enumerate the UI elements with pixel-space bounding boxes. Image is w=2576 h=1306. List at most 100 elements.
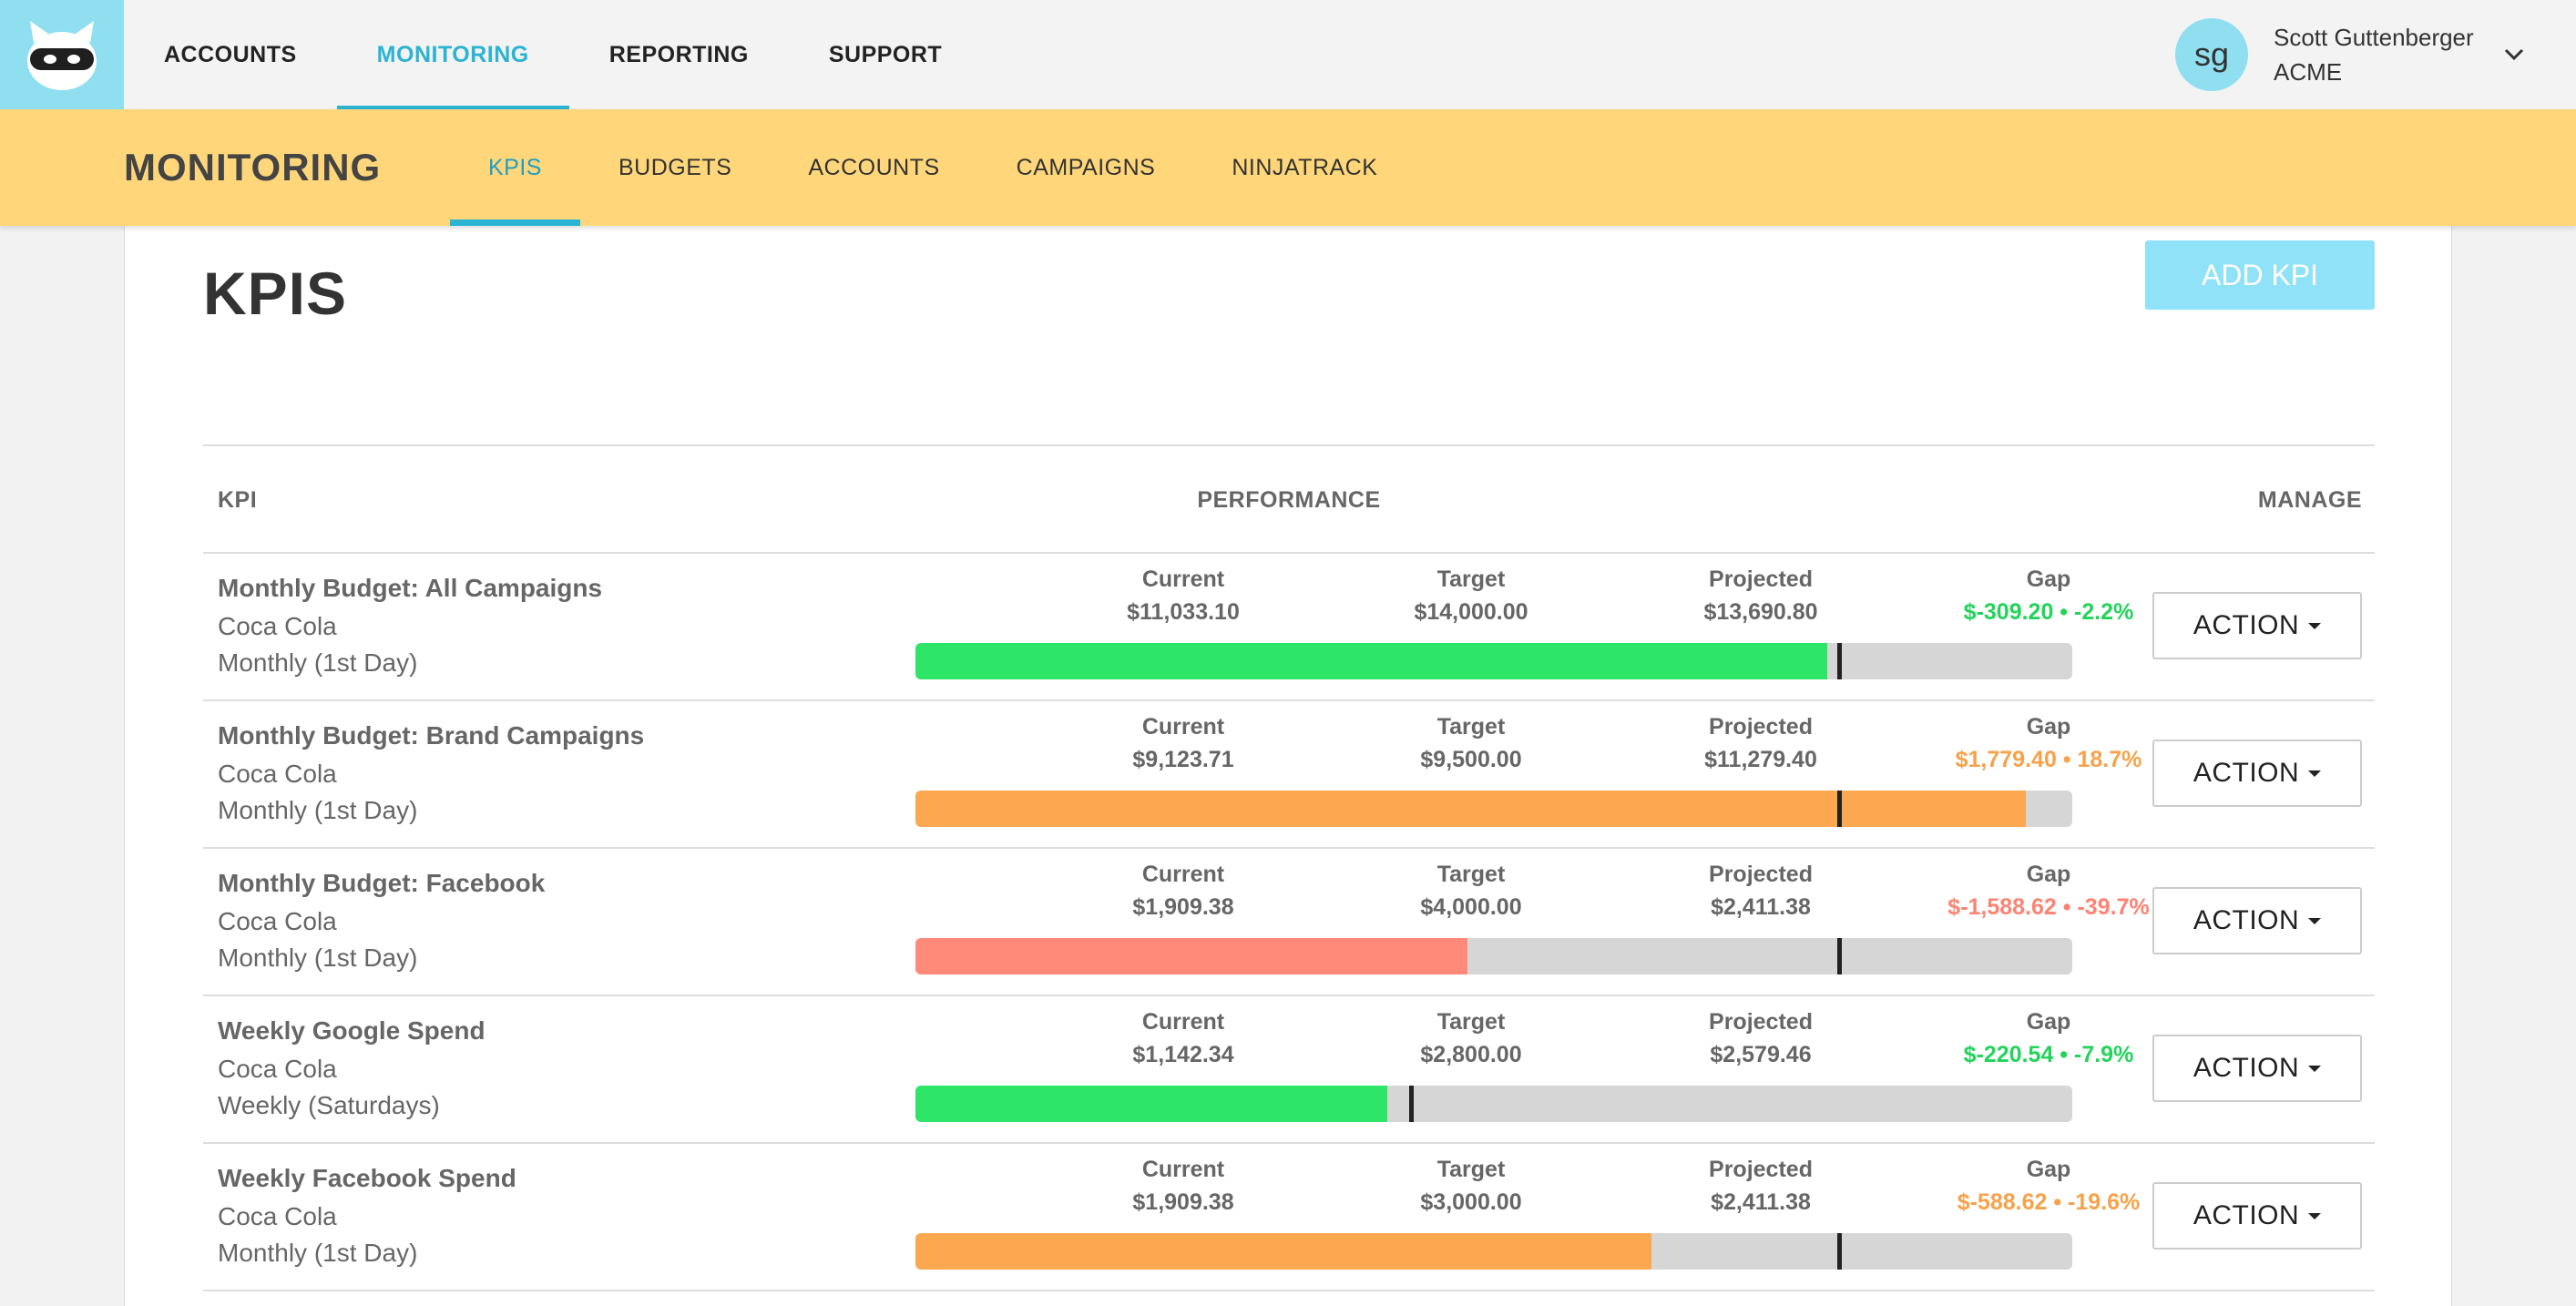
metric-current-label: Current [1141,566,1225,592]
tab-accounts[interactable]: ACCOUNTS [808,154,940,180]
action-dropdown-button[interactable]: ACTION [2152,1035,2362,1102]
caret-down-icon [2308,1065,2322,1072]
metric-current: Current $1,909.38 [1065,858,1302,923]
nav-reporting[interactable]: REPORTING [608,41,749,67]
header-manage: MANAGE [2257,486,2362,513]
progress-bar [915,1086,2072,1122]
action-label: ACTION [2193,1053,2300,1083]
metric-target-label: Target [1436,1157,1506,1182]
tab-budgets[interactable]: BUDGETS [618,154,732,180]
metric-current-label: Current [1141,714,1225,740]
action-dropdown-button[interactable]: ACTION [2152,887,2362,954]
metric-target: Target $3,000.00 [1353,1153,1590,1219]
target-marker [1837,643,1843,679]
metric-current: Current $1,142.34 [1065,1005,1302,1071]
caret-down-icon [2308,917,2322,924]
header-kpi: KPI [218,486,258,513]
action-dropdown-button[interactable]: ACTION [2152,1182,2362,1250]
metric-projected: Projected $13,690.80 [1642,563,1879,628]
metric-gap: Gap $1,779.40 • 18.7% [1930,710,2167,776]
kpi-name[interactable]: Monthly Budget: All Campaigns [218,574,603,602]
metric-target-value: $3,000.00 [1420,1189,1522,1215]
metric-projected-label: Projected [1709,862,1813,887]
tab-campaigns[interactable]: CAMPAIGNS [1016,154,1156,180]
header-performance: PERFORMANCE [1197,486,1381,513]
metric-projected: Projected $2,411.38 [1642,858,1879,923]
metric-target-label: Target [1436,714,1506,740]
top-navbar: ACCOUNTS MONITORING REPORTING SUPPORT sg… [0,0,2576,109]
kpi-name[interactable]: Weekly Google Spend [218,1016,486,1045]
table-row: Monthly Budget: Facebook Coca Cola Month… [203,849,2375,996]
target-marker [1837,938,1843,974]
metric-projected-value: $13,690.80 [1703,599,1818,625]
progress-bar [915,1233,2072,1270]
kpi-schedule: Monthly (1st Day) [218,648,418,677]
metric-target: Target $9,500.00 [1353,710,1590,776]
action-dropdown-button[interactable]: ACTION [2152,592,2362,659]
metric-gap-value: $-309.20 • -2.2% [1963,599,2134,625]
metric-gap-label: Gap [2026,566,2071,592]
user-menu[interactable]: sg Scott Guttenberger ACME [2175,0,2527,109]
metric-projected-value: $2,411.38 [1711,1189,1811,1215]
metric-current-label: Current [1141,1009,1225,1035]
caret-down-icon [2308,1212,2322,1219]
chevron-down-icon[interactable] [2501,42,2527,67]
kpi-client: Coca Cola [218,612,337,640]
metric-projected-label: Projected [1709,1009,1813,1035]
action-dropdown-button[interactable]: ACTION [2152,740,2362,807]
table-header: PERFORMANCE KPI MANAGE [203,444,2375,554]
metric-current-label: Current [1141,1157,1225,1182]
kpi-name[interactable]: Weekly Facebook Spend [218,1164,516,1192]
metric-gap-label: Gap [2026,1157,2071,1182]
tab-ninjatrack[interactable]: NINJATRACK [1232,154,1378,180]
metric-gap: Gap $-588.62 • -19.6% [1930,1153,2167,1219]
table-row: Monthly Budget: Brand Campaigns Coca Col… [203,701,2375,849]
metric-gap-value: $-220.54 • -7.9% [1963,1042,2134,1067]
target-marker [1837,791,1843,827]
metric-target: Target $2,800.00 [1353,1005,1590,1071]
avatar[interactable]: sg [2175,18,2248,91]
ninja-logo-icon [27,21,97,90]
metric-projected: Projected $11,279.40 [1642,710,1879,776]
metric-gap-value: $-588.62 • -19.6% [1957,1189,2141,1215]
kpi-client: Coca Cola [218,1202,337,1230]
metric-target-label: Target [1436,566,1506,592]
tab-kpis[interactable]: KPIS [450,109,580,226]
user-info: Scott Guttenberger ACME [2274,20,2474,89]
metric-target-value: $9,500.00 [1420,747,1522,772]
metric-current: Current $1,909.38 [1065,1153,1302,1219]
metric-gap: Gap $-220.54 • -7.9% [1930,1005,2167,1071]
metric-projected: Projected $2,411.38 [1642,1153,1879,1219]
metric-target: Target $4,000.00 [1353,858,1590,923]
primary-nav: ACCOUNTS MONITORING REPORTING SUPPORT [124,0,982,109]
kpi-table: PERFORMANCE KPI MANAGE Monthly Budget: A… [203,444,2375,1291]
metric-projected-label: Projected [1709,566,1813,592]
ninja-logo[interactable] [0,0,124,109]
progress-fill [915,791,2027,827]
metric-gap-label: Gap [2026,714,2071,740]
action-label: ACTION [2193,610,2300,640]
kpi-schedule: Monthly (1st Day) [218,944,418,972]
add-kpi-button[interactable]: ADD KPI [2145,240,2375,310]
table-row: Weekly Facebook Spend Coca Cola Monthly … [203,1144,2375,1291]
progress-bar [915,643,2072,679]
metric-projected: Projected $2,579.46 [1642,1005,1879,1071]
kpi-name[interactable]: Monthly Budget: Brand Campaigns [218,721,645,750]
metric-current: Current $9,123.71 [1065,710,1302,776]
kpi-schedule: Weekly (Saturdays) [218,1091,440,1119]
metric-current-value: $1,909.38 [1132,894,1234,920]
action-label: ACTION [2193,758,2300,788]
kpi-name[interactable]: Monthly Budget: Facebook [218,869,546,897]
nav-accounts[interactable]: ACCOUNTS [164,41,297,67]
metric-current-value: $1,142.34 [1132,1042,1234,1067]
action-label: ACTION [2193,905,2300,935]
progress-bar [915,791,2072,827]
user-org: ACME [2274,58,2343,86]
user-name: Scott Guttenberger [2274,24,2474,51]
nav-support[interactable]: SUPPORT [828,41,943,67]
metric-current-label: Current [1141,862,1225,887]
nav-monitoring[interactable]: MONITORING [336,0,569,109]
metric-target-label: Target [1436,1009,1506,1035]
main-card: KPIS ADD KPI PERFORMANCE KPI MANAGE Mont… [124,226,2452,1306]
progress-fill [915,1233,1651,1270]
